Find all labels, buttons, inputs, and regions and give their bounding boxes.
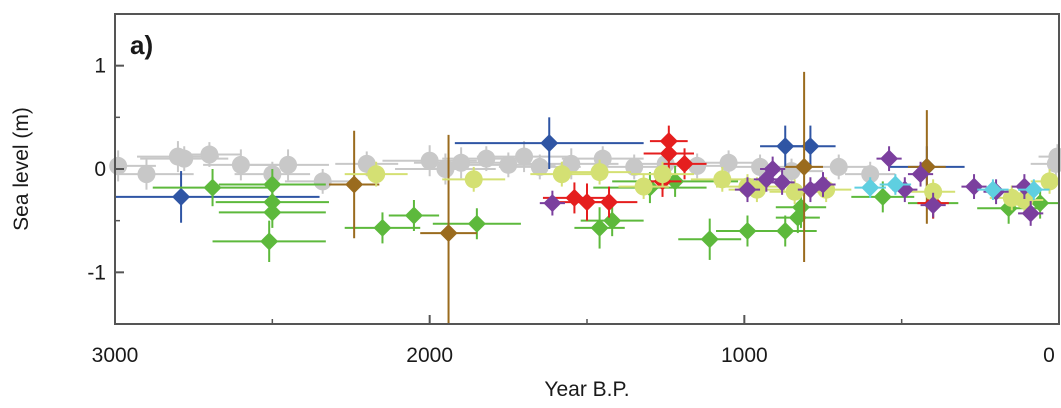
data-point: [886, 175, 905, 194]
data-point: [861, 165, 880, 184]
data-point: [175, 149, 194, 168]
data-point: [924, 196, 943, 215]
data-point: [600, 193, 619, 212]
data-point: [634, 177, 653, 196]
data-point: [911, 165, 930, 184]
data-point: [880, 149, 899, 168]
data-point: [552, 165, 571, 184]
x-tick-label: 0: [1043, 344, 1055, 367]
axis-ticks-layer: 3000 2000 1000 0 1 0 -1: [87, 13, 1060, 367]
data-point: [603, 211, 622, 230]
data-point: [738, 180, 757, 199]
data-point: [543, 194, 562, 213]
x-tick-label: 2000: [406, 344, 453, 367]
data-points-layer: [109, 71, 1061, 324]
data-point: [263, 203, 282, 222]
data-point: [203, 178, 222, 197]
data-point: [515, 147, 534, 166]
series-3: [328, 71, 946, 324]
data-point: [172, 187, 191, 206]
data-point: [873, 187, 892, 206]
series-5: [344, 159, 1059, 213]
data-point: [200, 145, 219, 164]
data-point: [801, 137, 820, 156]
data-point: [700, 230, 719, 249]
data-point: [1031, 194, 1050, 213]
data-point: [785, 182, 804, 201]
data-point: [776, 222, 795, 240]
data-point: [499, 155, 518, 174]
data-point: [861, 178, 880, 197]
data-point: [791, 198, 810, 217]
data-point: [1048, 147, 1061, 166]
x-tick-label: 1000: [721, 344, 768, 367]
data-point: [795, 157, 814, 176]
data-point: [313, 172, 332, 191]
data-point: [773, 173, 792, 192]
data-point: [477, 149, 496, 168]
y-axis-title: Sea level (m): [10, 107, 33, 231]
data-point: [109, 156, 128, 175]
data-point: [590, 163, 609, 182]
data-point: [540, 134, 559, 153]
data-point: [688, 156, 707, 175]
y-tick-label: 0: [94, 158, 106, 181]
data-point: [659, 144, 678, 163]
data-point: [231, 155, 250, 174]
data-point: [345, 175, 364, 194]
data-point: [1021, 204, 1040, 223]
data-point: [367, 165, 386, 184]
data-point: [464, 170, 483, 189]
data-point: [279, 155, 298, 174]
y-tick-label: -1: [87, 261, 106, 284]
data-point: [983, 180, 1002, 199]
data-point: [436, 160, 455, 178]
data-point: [263, 175, 282, 194]
series-6: [539, 146, 1044, 226]
data-point: [439, 224, 458, 243]
data-point: [1015, 191, 1034, 209]
data-point: [829, 157, 848, 176]
data-point: [420, 151, 439, 170]
data-point: [404, 206, 423, 225]
data-point: [814, 175, 832, 194]
series-2: [152, 165, 1059, 262]
data-point: [924, 182, 943, 201]
data-point: [137, 165, 156, 184]
data-point: [452, 153, 471, 172]
data-point: [675, 154, 694, 173]
x-axis-title: Year B.P.: [544, 378, 629, 401]
data-point: [373, 218, 392, 237]
data-point: [713, 170, 732, 189]
y-tick-label: 1: [94, 55, 106, 78]
data-point: [467, 214, 486, 233]
data-point: [738, 222, 757, 240]
data-point: [1024, 180, 1043, 199]
panel-label: a): [130, 30, 153, 60]
data-point: [260, 232, 279, 251]
data-point: [965, 177, 984, 196]
data-point: [530, 157, 549, 176]
data-point: [653, 165, 672, 184]
x-tick-label: 3000: [92, 344, 139, 367]
data-point: [593, 149, 612, 168]
data-point: [763, 160, 782, 178]
data-point: [1040, 172, 1059, 191]
data-point: [590, 218, 609, 237]
series-7: [854, 174, 1050, 200]
